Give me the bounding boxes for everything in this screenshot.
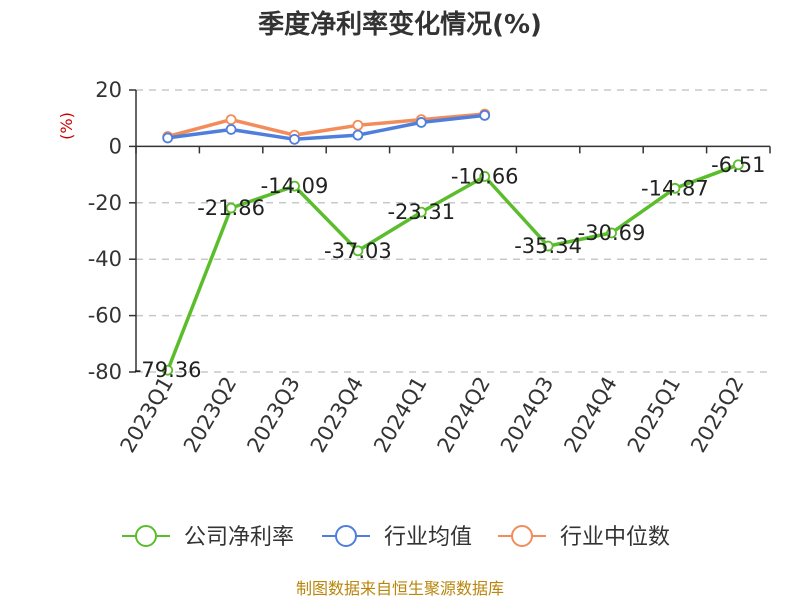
data-label: -14.87	[641, 176, 709, 200]
x-tick-label: 2023Q4	[306, 373, 368, 457]
data-point	[352, 119, 364, 131]
data-label: -10.66	[451, 164, 519, 188]
series-line	[167, 113, 485, 142]
y-tick-label: 20	[95, 78, 122, 102]
x-tick-label: 2023Q2	[179, 373, 241, 457]
x-tick-label: 2024Q4	[559, 373, 621, 457]
data-point	[542, 240, 554, 252]
data-point	[352, 245, 364, 257]
source-note: 制图数据来自恒生聚源数据库	[296, 579, 504, 598]
y-tick-label: -20	[88, 191, 122, 215]
data-label: -21.86	[197, 196, 265, 220]
x-tick-label: 2024Q1	[369, 373, 431, 457]
x-tick-label: 2024Q3	[496, 373, 558, 457]
data-label: -6.51	[711, 153, 765, 177]
data-point	[415, 117, 427, 128]
data-point	[289, 133, 300, 145]
legend-label: 行业中位数	[560, 525, 670, 550]
data-point	[415, 206, 427, 218]
series-line	[166, 163, 739, 371]
y-tick-label: 0	[109, 134, 122, 158]
data-point	[479, 171, 491, 182]
legend-label: 行业均值	[384, 525, 472, 550]
data-point	[162, 364, 174, 376]
legend: 公司净利率 行业均值 行业中位数	[122, 525, 670, 550]
y-tick-label: -60	[88, 304, 122, 328]
legend-label: 公司净利率	[184, 525, 294, 550]
y-tick-label: -80	[88, 360, 122, 384]
data-point	[225, 202, 237, 214]
data-label: -14.09	[261, 174, 329, 198]
data-label: -37.03	[324, 239, 392, 263]
data-labels: -79.36 -21.86-14.09 -37.03 -23.31 -10.66 -35.…	[134, 153, 766, 382]
x-tick-label: 2023Q1	[116, 373, 178, 457]
data-point	[289, 180, 300, 192]
chart-title: 季度净利率变化情况(%)	[258, 9, 542, 40]
x-tick-label: 2025Q1	[623, 373, 685, 457]
data-label: -30.69	[578, 221, 646, 245]
data-point	[225, 114, 237, 126]
x-tick-label: 2025Q2	[686, 373, 748, 457]
data-point	[352, 129, 364, 141]
y-tick-label: -40	[88, 247, 122, 271]
data-point	[225, 124, 237, 135]
data-label: -23.31	[387, 200, 455, 224]
data-point	[732, 159, 744, 171]
series-line	[167, 112, 485, 139]
data-label: -35.34	[514, 234, 582, 258]
data-point	[162, 132, 174, 144]
y-axis-label: (%)	[57, 112, 76, 140]
x-tick-label: 2024Q2	[433, 373, 495, 457]
x-tick-label: 2023Q3	[242, 373, 304, 457]
legend-marker	[335, 525, 357, 547]
data-point	[669, 182, 681, 194]
data-point	[479, 109, 491, 121]
data-label: -79.36	[134, 358, 202, 382]
series-layer	[162, 108, 744, 376]
legend-marker	[511, 525, 533, 547]
data-point	[606, 227, 617, 239]
legend-marker	[135, 525, 157, 547]
